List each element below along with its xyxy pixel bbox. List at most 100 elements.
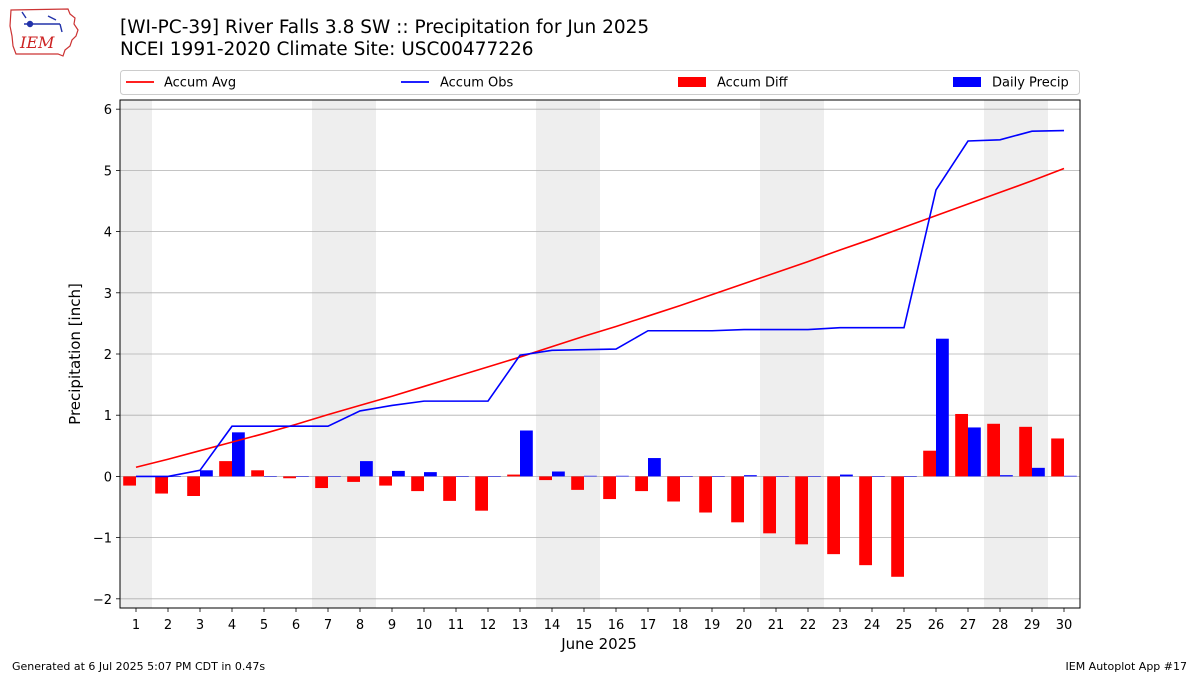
accum-diff-bar: [539, 476, 552, 481]
x-tick-label: 6: [292, 618, 300, 633]
daily-precip-bar: [424, 472, 437, 477]
x-tick-label: 16: [608, 618, 625, 633]
x-tick-label: 23: [832, 618, 849, 633]
daily-precip-bar: [488, 476, 501, 477]
accum-diff-bar: [571, 476, 584, 490]
legend-label: Accum Obs: [440, 76, 513, 91]
chart-subtitle: NCEI 1991-2020 Climate Site: USC00477226: [120, 39, 534, 60]
x-tick-label: 28: [992, 618, 1009, 633]
x-tick-label: 5: [260, 618, 268, 633]
y-tick-label: −2: [93, 593, 112, 608]
y-tick-label: 4: [104, 226, 112, 241]
x-tick-label: 27: [960, 618, 977, 633]
x-tick-label: 25: [896, 618, 913, 633]
x-tick-label: 30: [1056, 618, 1073, 633]
y-axis-label: Precipitation [inch]: [66, 283, 84, 425]
accum-diff-bar: [891, 476, 904, 577]
x-tick-label: 24: [864, 618, 881, 633]
daily-precip-bar: [552, 471, 565, 477]
weekend-span: [536, 100, 600, 608]
legend-swatch-bar: [678, 77, 706, 87]
accum-diff-bar: [955, 413, 968, 477]
y-tick-label: 2: [104, 348, 112, 363]
daily-precip-bar: [168, 476, 181, 477]
x-tick-label: 4: [228, 618, 236, 633]
x-tick-label: 14: [544, 618, 561, 633]
accum-diff-bar: [315, 476, 328, 489]
lines: [135, 129, 1065, 478]
weather-station-icon: [21, 11, 63, 33]
daily-precip-bar: [200, 470, 213, 477]
accum-diff-bar: [411, 476, 424, 492]
daily-precip-bar: [136, 476, 149, 477]
accum-diff-bar: [187, 476, 200, 496]
accum-diff-bar: [443, 476, 456, 501]
x-tick-label: 19: [704, 618, 721, 633]
accum-diff-bar: [859, 476, 872, 566]
daily-precip-bar: [520, 430, 533, 477]
daily-precip-bar: [712, 476, 725, 477]
accum-diff-bar: [155, 476, 168, 494]
x-tick-label: 12: [480, 618, 497, 633]
x-tick-label: 29: [1024, 618, 1041, 633]
daily-precip-bar: [1032, 467, 1045, 477]
y-tick-label: 0: [104, 470, 112, 485]
legend-swatch-bar: [953, 77, 981, 87]
accum-diff-bar: [283, 476, 296, 479]
x-tick-label: 2: [164, 618, 172, 633]
gridlines: [120, 108, 1080, 600]
weekend-span: [984, 100, 1048, 608]
x-tick-label: 7: [324, 618, 332, 633]
daily-precip-bar: [296, 476, 309, 477]
daily-precip-bar: [264, 476, 277, 477]
y-tick-label: 6: [104, 103, 112, 118]
accum-diff-bar: [1051, 438, 1064, 477]
accum-diff-bar: [379, 476, 392, 486]
legend-label: Accum Diff: [717, 76, 789, 91]
accum-diff-bar: [251, 470, 264, 477]
accum-avg-line: [135, 167, 1065, 469]
daily-precip-bar: [360, 461, 373, 477]
accum-diff-bar: [123, 476, 136, 486]
daily-precip-bar: [456, 476, 469, 477]
accum-diff-bar: [667, 476, 680, 502]
x-tick-label: 3: [196, 618, 204, 633]
accum-diff-bar: [507, 474, 520, 477]
legend-label: Daily Precip: [992, 76, 1069, 91]
accum-diff-bar: [475, 476, 488, 511]
weekend-shading: [120, 100, 1048, 608]
x-tick-label: 21: [768, 618, 785, 633]
y-axis: −2 −1 0 1 2 3 4 5 6: [93, 103, 120, 608]
x-tick-label: 26: [928, 618, 945, 633]
logo-text: IEM: [19, 33, 55, 52]
x-tick-label: 15: [576, 618, 593, 633]
accum-diff-bar: [987, 423, 1000, 477]
daily-precip-bar: [744, 475, 757, 477]
x-tick-label: 9: [388, 618, 396, 633]
x-tick-label: 11: [448, 618, 465, 633]
x-tick-label: 22: [800, 618, 817, 633]
y-tick-label: −1: [93, 532, 112, 547]
legend-label: Accum Avg: [164, 76, 236, 91]
y-tick-label: 5: [104, 164, 112, 179]
daily-precip-bar: [1000, 475, 1013, 477]
x-tick-label: 10: [416, 618, 433, 633]
x-tick-label: 18: [672, 618, 689, 633]
bars: [123, 338, 1077, 577]
weekend-span: [120, 100, 152, 608]
legend: Accum Avg Accum Obs Accum Diff Daily Precip: [120, 70, 1080, 95]
accum-diff-bar: [219, 461, 232, 477]
accum-diff-bar: [635, 476, 648, 492]
daily-precip-bar: [392, 470, 405, 477]
daily-precip-bar: [232, 432, 245, 477]
daily-precip-bar: [648, 458, 661, 477]
accum-obs-line: [136, 129, 1065, 478]
daily-precip-bar: [776, 476, 789, 477]
accum-diff-bar: [731, 476, 744, 523]
x-tick-label: 1: [132, 618, 140, 633]
accum-diff-bar: [603, 476, 616, 500]
daily-precip-bar: [584, 475, 597, 477]
plot-frame: [119, 99, 1081, 609]
x-axis-label: June 2025: [560, 635, 637, 653]
